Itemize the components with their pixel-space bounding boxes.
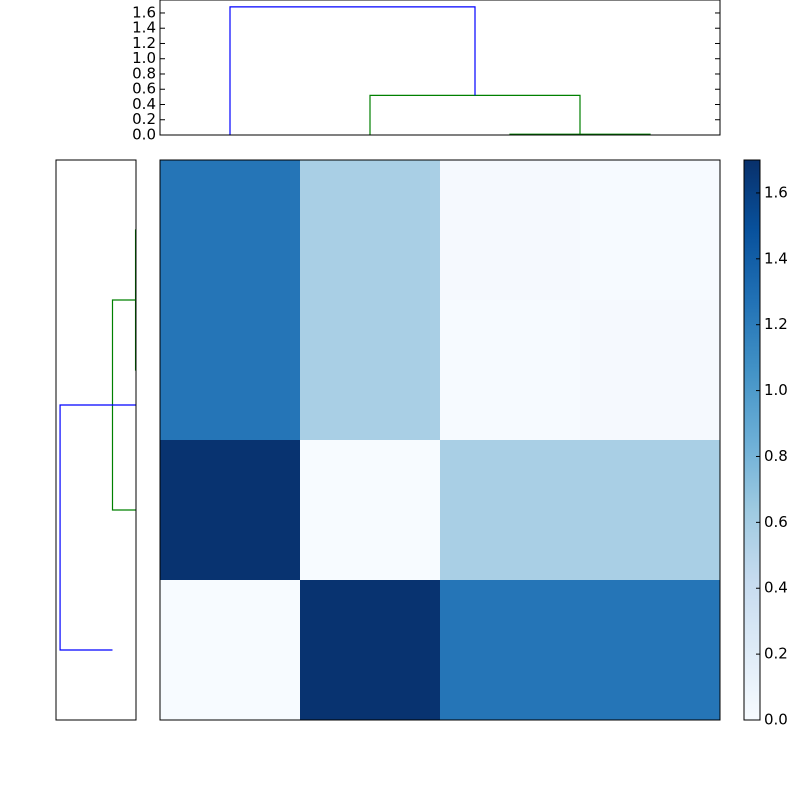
colorbar-tick-label: 0.0 xyxy=(764,711,788,729)
y-tick-label: 1.0 xyxy=(132,49,156,67)
colorbar xyxy=(743,159,761,721)
colorbar-tick-label: 1.0 xyxy=(764,381,788,399)
heatmap-cell xyxy=(580,300,721,441)
heatmap-cell xyxy=(580,580,721,721)
dendrogram xyxy=(229,6,651,135)
axes-frame xyxy=(159,0,721,136)
y-tick-label: 0.4 xyxy=(132,95,156,113)
heatmap-cell xyxy=(440,440,581,581)
heatmap-cell xyxy=(580,160,721,301)
colorbar-tick-label: 1.4 xyxy=(764,249,788,267)
dendrogram-link xyxy=(59,404,136,651)
colorbar-tick-label: 0.2 xyxy=(764,645,788,663)
dendrogram-link xyxy=(369,94,581,135)
heatmap-cell xyxy=(440,580,581,721)
y-tick-label: 1.4 xyxy=(132,19,156,37)
colorbar-tick-label: 1.2 xyxy=(764,315,788,333)
heatmap-cell xyxy=(440,160,581,301)
y-tick-label: 0.8 xyxy=(132,64,156,82)
heatmap-cell xyxy=(300,580,441,721)
heatmap-cell xyxy=(300,160,441,301)
dendrogram xyxy=(59,229,137,651)
dendrogram-link xyxy=(229,6,476,135)
colorbar-tick-label: 0.8 xyxy=(764,447,788,465)
heatmap-cell xyxy=(300,440,441,581)
heatmap-cell xyxy=(160,160,301,301)
axes-frame xyxy=(159,159,721,721)
colorbar-tick-label: 0.4 xyxy=(764,579,788,597)
heatmap-cell xyxy=(160,440,301,581)
heatmap-cell xyxy=(580,440,721,581)
heatmap-cell xyxy=(440,300,581,441)
y-tick-label: 1.6 xyxy=(132,3,156,21)
y-tick-label: 0.6 xyxy=(132,80,156,98)
y-tick-label: 1.2 xyxy=(132,34,156,52)
colorbar-tick-label: 0.6 xyxy=(764,513,788,531)
heatmap-cell xyxy=(160,300,301,441)
heatmap-cell xyxy=(300,300,441,441)
colorbar-tick-label: 1.6 xyxy=(764,183,788,201)
heatmap-cell xyxy=(160,580,301,721)
axes-frame xyxy=(55,159,137,721)
y-tick-label: 0.2 xyxy=(132,110,156,128)
y-tick-label: 0.0 xyxy=(132,126,156,144)
